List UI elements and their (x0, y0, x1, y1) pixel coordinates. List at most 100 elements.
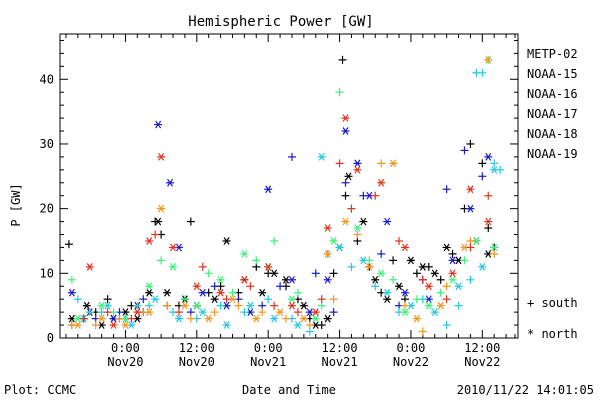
north-point (204, 314, 213, 323)
south-point (389, 275, 398, 284)
star-stroke (485, 153, 492, 161)
star-stroke (110, 321, 117, 329)
north-point (484, 153, 493, 161)
north-point (246, 301, 255, 310)
north-point (311, 314, 320, 323)
star-stroke (455, 256, 462, 265)
star-stroke (86, 263, 93, 271)
north-point (82, 301, 91, 310)
star-stroke (366, 191, 373, 200)
south-point (64, 240, 73, 249)
north-point (154, 120, 163, 129)
north-point (400, 243, 409, 252)
star-stroke (485, 217, 492, 226)
north-point (222, 321, 231, 329)
south-point (79, 314, 88, 323)
star-stroke (170, 263, 177, 271)
plot-frame (59, 33, 519, 339)
south-point (103, 308, 112, 317)
north-point (192, 282, 201, 291)
south-point (240, 308, 249, 317)
north-point (412, 314, 421, 323)
north-point (121, 321, 130, 329)
north-point (133, 308, 142, 316)
star-stroke (122, 308, 129, 316)
star-stroke (312, 308, 319, 316)
south-point (442, 282, 451, 291)
north-point (400, 288, 409, 297)
marker-legend: + south * north (527, 296, 578, 341)
star-stroke (396, 282, 403, 291)
star-stroke (155, 120, 162, 129)
south-point (157, 256, 166, 265)
star-stroke (437, 301, 444, 310)
star-stroke (312, 314, 319, 323)
south-point (389, 256, 398, 265)
north-point (270, 269, 279, 278)
north-point (448, 256, 457, 265)
y-tick-label: 30 (40, 137, 54, 151)
x-tick-label: 12:00 (464, 341, 500, 355)
star-stroke (354, 159, 361, 168)
star-stroke (390, 159, 397, 168)
star-stroke (288, 275, 295, 284)
star-stroke (300, 301, 307, 310)
south-point (341, 178, 350, 187)
star-stroke (83, 301, 90, 310)
north-point (180, 301, 189, 310)
north-point (166, 178, 175, 187)
legend-entry: NOAA-17 (527, 107, 578, 121)
x-tick-date: Nov22 (393, 355, 429, 369)
north-point (299, 314, 308, 323)
star-stroke (449, 256, 456, 265)
legend-entry: METP-02 (527, 47, 578, 61)
star-stroke (152, 295, 159, 304)
south-point (454, 301, 463, 310)
star-stroke (342, 217, 349, 226)
south-point (127, 314, 136, 323)
star-stroke (312, 321, 319, 329)
star-stroke (146, 308, 153, 316)
star-stroke (158, 153, 165, 161)
legend-entry: NOAA-18 (527, 127, 578, 141)
plot-timestamp: 2010/11/22 14:01:05 (457, 383, 594, 397)
star-stroke (467, 185, 474, 194)
north-point (252, 314, 261, 323)
star-stroke (455, 282, 462, 291)
star-stroke (217, 288, 224, 297)
south-point (377, 159, 386, 168)
south-point (400, 301, 409, 310)
star-stroke (407, 301, 414, 310)
north-point (353, 224, 362, 232)
north-point (406, 256, 415, 265)
south-point (204, 269, 213, 278)
south-point (329, 269, 338, 278)
south-point (335, 88, 344, 97)
south-point (466, 243, 475, 252)
star-stroke (345, 172, 352, 181)
north-point (73, 321, 82, 329)
star-stroke (384, 295, 391, 304)
north-point (341, 114, 350, 122)
south-point (145, 301, 154, 310)
star-stroke (407, 256, 414, 265)
north-point (323, 250, 332, 258)
star-stroke (443, 243, 450, 252)
star-stroke (479, 263, 486, 271)
star-stroke (223, 301, 230, 310)
south-point (371, 191, 380, 200)
x-tick-label: 12:00 (321, 341, 357, 355)
star-stroke (146, 282, 153, 291)
south-point (412, 269, 421, 278)
north-point (97, 301, 106, 310)
y-tick-label: 0 (47, 331, 54, 345)
plot-area (59, 33, 519, 339)
star-stroke (98, 301, 105, 310)
x-tick-label: 0:00 (111, 341, 140, 355)
chart-title: Hemispheric Power [GW] (188, 14, 373, 30)
star-stroke (324, 275, 331, 284)
north-point (490, 165, 499, 174)
north-point (424, 282, 433, 291)
south-point (371, 282, 380, 291)
